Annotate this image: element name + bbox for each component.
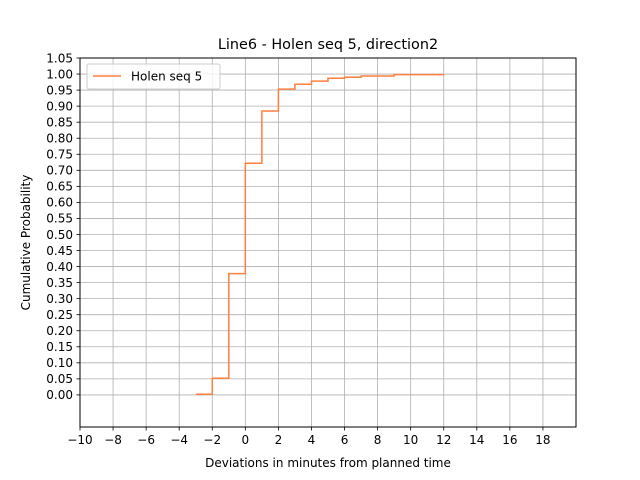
- y-axis: 0.00 0.05 0.10 0.15 0.20 0.25 0.30 0.35 0.40 0.45…: [46, 51, 80, 402]
- plot-frame: [79, 57, 577, 428]
- x-tick-label: −6: [137, 433, 155, 447]
- y-tick-label: 0.35: [46, 276, 73, 290]
- legend-entry-label: Holen seq 5: [131, 70, 202, 84]
- y-tick-label: 0.40: [46, 260, 73, 274]
- x-tick-label: −2: [203, 433, 221, 447]
- legend: Holen seq 5: [86, 63, 221, 90]
- x-tick-label: −10: [67, 433, 92, 447]
- grid-lines: [79, 57, 576, 427]
- y-axis-label: Cumulative Probability: [19, 175, 33, 311]
- y-tick-label: 1.05: [46, 51, 73, 65]
- y-tick-label: 0.85: [46, 115, 73, 129]
- x-axis-label: Deviations in minutes from planned time: [205, 456, 451, 470]
- y-tick-label: 0.60: [46, 196, 73, 210]
- y-tick-label: 0.70: [46, 164, 73, 178]
- y-tick-label: 1.00: [46, 67, 73, 81]
- y-tick-label: 0.80: [46, 132, 73, 146]
- x-axis: −10 −8 −6 −4 −2 0 2 4 6 8 10 12 14 16 18: [67, 427, 551, 447]
- x-tick-label: −4: [170, 433, 188, 447]
- y-tick-label: 0.45: [46, 244, 73, 258]
- series-layer: [195, 73, 445, 396]
- y-tick-label: 0.90: [46, 99, 73, 113]
- x-tick-label: 6: [341, 433, 349, 447]
- series-line: [195, 73, 445, 396]
- x-tick-label: 2: [275, 433, 283, 447]
- y-tick-label: 0.95: [46, 83, 73, 97]
- y-tick-label: 0.30: [46, 292, 73, 306]
- x-tick-label: 12: [436, 433, 451, 447]
- x-tick-label: 8: [374, 433, 382, 447]
- x-tick-label: 14: [469, 433, 484, 447]
- x-tick-label: 4: [308, 433, 316, 447]
- x-tick-label: 10: [403, 433, 418, 447]
- y-tick-label: 0.65: [46, 180, 73, 194]
- y-tick-label: 0.25: [46, 308, 73, 322]
- x-tick-label: 16: [502, 433, 517, 447]
- chart-title: Line6 - Holen seq 5, direction2: [218, 37, 438, 53]
- x-tick-label: 0: [242, 433, 250, 447]
- y-tick-label: 0.05: [46, 372, 73, 386]
- y-tick-label: 0.55: [46, 212, 73, 226]
- x-tick-label: −8: [104, 433, 122, 447]
- y-tick-label: 0.50: [46, 228, 73, 242]
- y-tick-label: 0.75: [46, 148, 73, 162]
- legend-box: [86, 63, 221, 90]
- y-tick-label: 0.10: [46, 356, 73, 370]
- y-tick-label: 0.15: [46, 340, 73, 354]
- y-tick-label: 0.00: [46, 388, 73, 402]
- x-tick-label: 18: [535, 433, 550, 447]
- y-tick-label: 0.20: [46, 324, 73, 338]
